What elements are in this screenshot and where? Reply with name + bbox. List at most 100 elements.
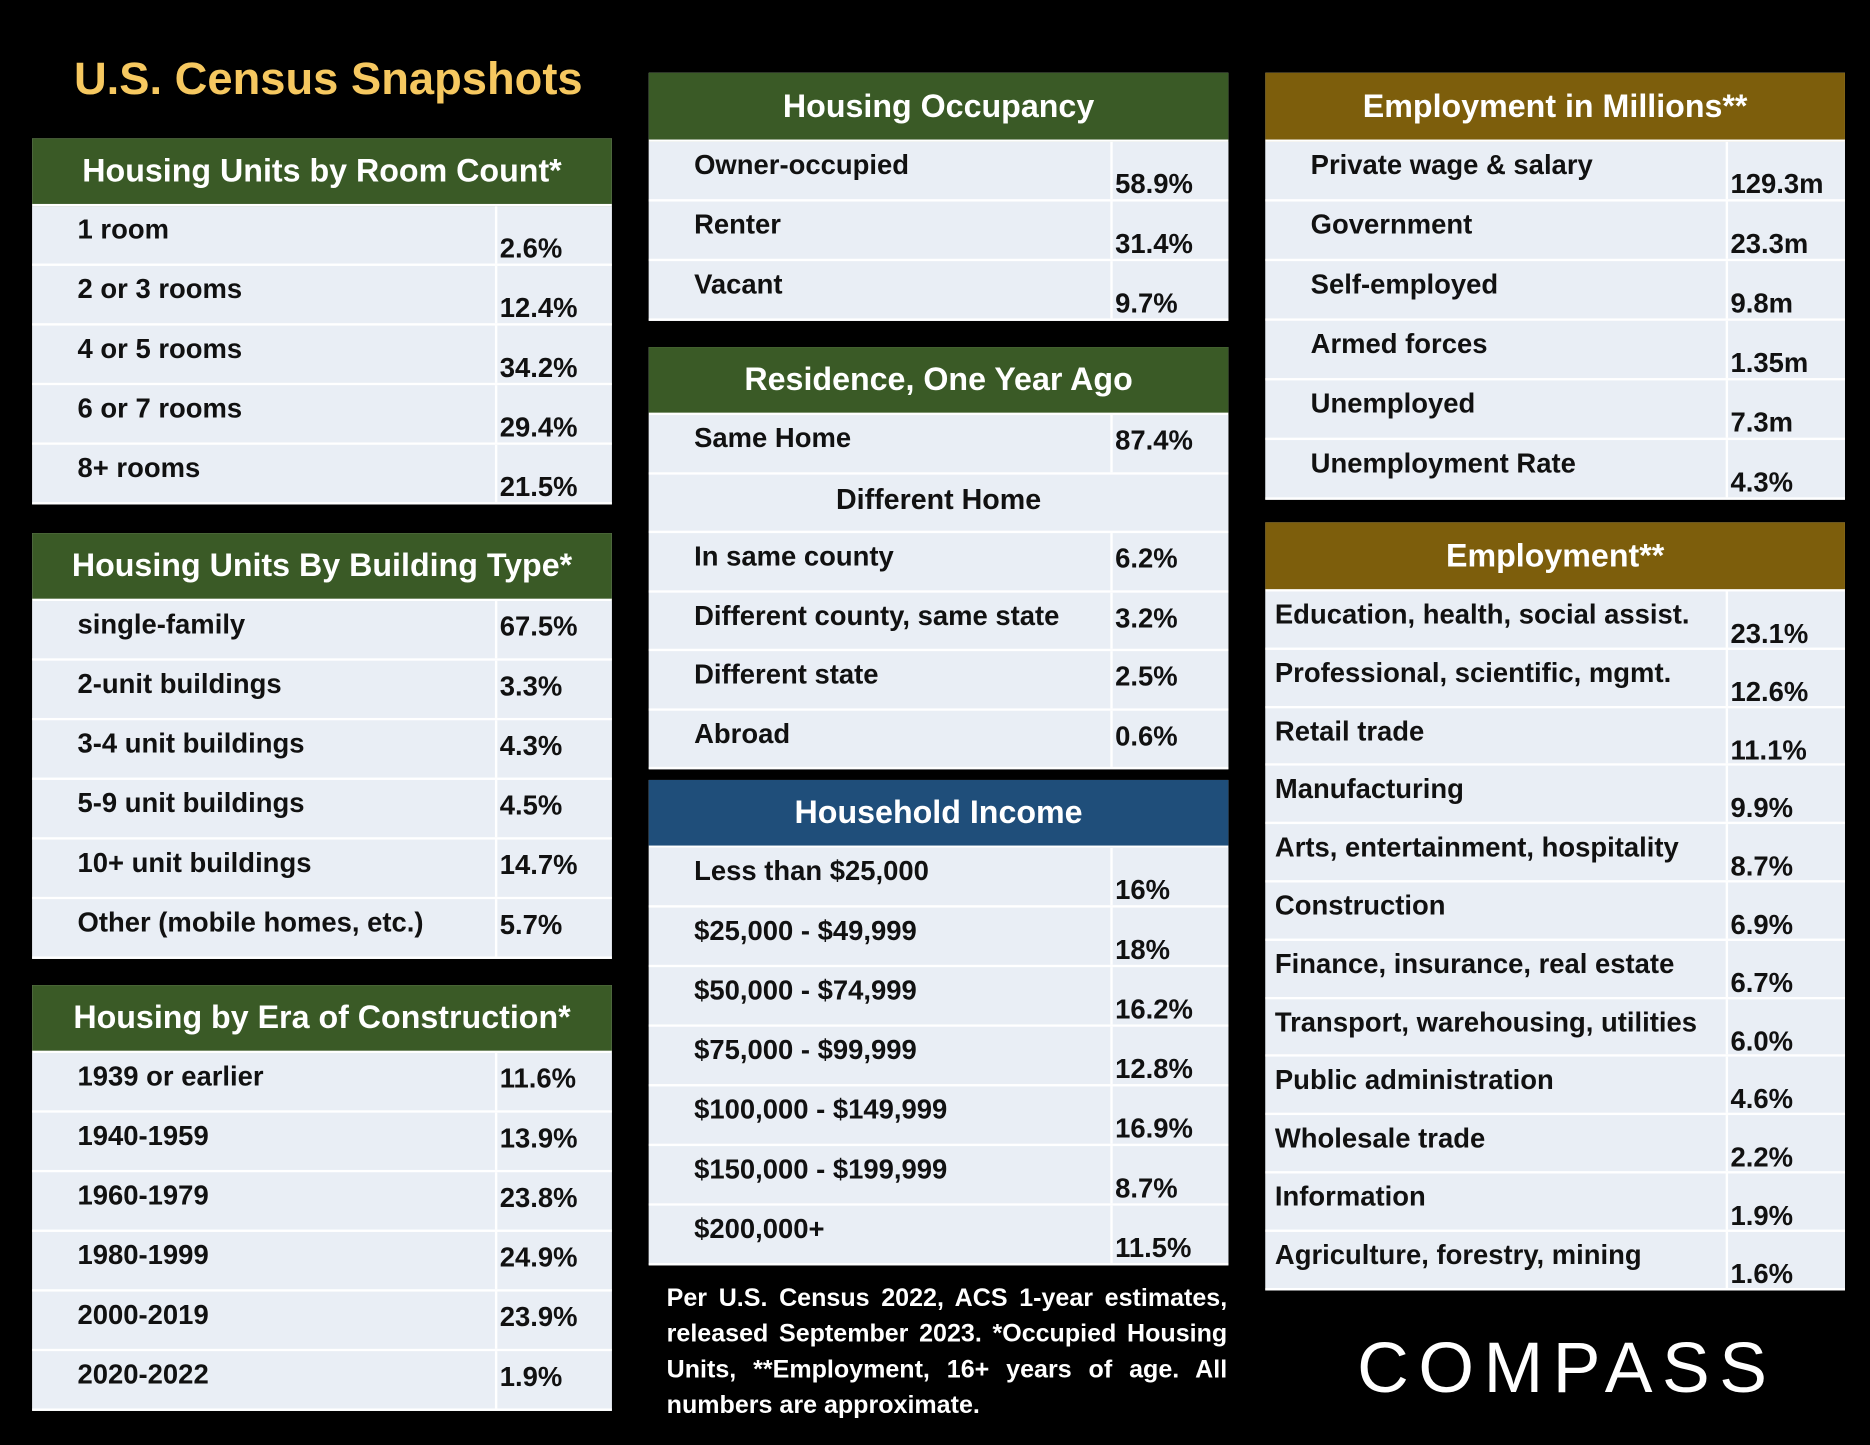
row-label: 1960-1979 bbox=[77, 1179, 209, 1211]
row-label: Public administration bbox=[1274, 1064, 1554, 1096]
logo: COMPASS bbox=[1357, 1327, 1777, 1408]
row-label: 8+ rooms bbox=[77, 451, 201, 484]
table-row: 1980-1999 24.9% bbox=[32, 1231, 612, 1292]
table-row: Wholesale trade 2.2% bbox=[1265, 1115, 1845, 1174]
table-row: 2-unit buildings 3.3% bbox=[32, 660, 612, 721]
row-label: Renter bbox=[694, 208, 781, 240]
row-value: 1.6% bbox=[1725, 1231, 1793, 1289]
row-value: 6.7% bbox=[1725, 940, 1793, 998]
table-row: Abroad 0.6% bbox=[648, 710, 1229, 770]
row-label: Unemployed bbox=[1310, 387, 1476, 419]
row-value: 23.1% bbox=[1725, 591, 1808, 649]
row-label: Different county, same state bbox=[694, 599, 1060, 631]
row-value: 31.4% bbox=[1110, 201, 1193, 259]
row-value: 9.9% bbox=[1725, 766, 1793, 823]
row-label: $100,000 - $149,999 bbox=[694, 1093, 948, 1125]
row-label: 2020-2022 bbox=[77, 1358, 209, 1390]
row-label: $200,000+ bbox=[694, 1212, 825, 1244]
row-label: Retail trade bbox=[1274, 715, 1425, 747]
row-label: 2 or 3 rooms bbox=[77, 273, 243, 305]
row-value: 4.5% bbox=[494, 779, 562, 838]
table-row: $50,000 - $74,999 16.2% bbox=[648, 967, 1229, 1027]
table-row: 1940-1959 13.9% bbox=[32, 1112, 612, 1173]
row-label: 1 room bbox=[77, 213, 169, 245]
row-value: 18% bbox=[1110, 907, 1170, 965]
row-value: 16.2% bbox=[1110, 967, 1193, 1025]
row-value: 11.5% bbox=[1110, 1205, 1191, 1263]
table: Housing Units by Room Count* 1 room 2.6% 2 … bbox=[32, 138, 612, 505]
table: Employment in Millions** Private wage & s… bbox=[1265, 72, 1845, 500]
row-value: 16.9% bbox=[1110, 1086, 1193, 1144]
row-value: 13.9% bbox=[494, 1112, 577, 1170]
row-label: Wholesale trade bbox=[1274, 1122, 1486, 1154]
row-value: 21.5% bbox=[494, 444, 577, 503]
row-label: Armed forces bbox=[1310, 327, 1488, 359]
table: Household Income Less than $25,000 16% $25,… bbox=[648, 779, 1229, 1266]
row-value: 11.1% bbox=[1725, 707, 1807, 765]
table-row: $75,000 - $99,999 12.8% bbox=[648, 1026, 1229, 1087]
row-label: $75,000 - $99,999 bbox=[694, 1033, 917, 1065]
row-value: 4.3% bbox=[494, 720, 562, 778]
table-row: Education, health, social assist. 23.1% bbox=[1265, 591, 1845, 650]
row-label: Transport, warehousing, utilities bbox=[1274, 1006, 1698, 1038]
row-value: 1.9% bbox=[1725, 1173, 1793, 1231]
table-header: Employment** bbox=[1265, 522, 1845, 592]
table-header: Housing by Era of Construction* bbox=[32, 985, 612, 1054]
table: Housing Occupancy Owner-occupied 58.9% Rent… bbox=[648, 72, 1229, 321]
row-value: 87.4% bbox=[1110, 415, 1193, 472]
table-row: Other (mobile homes, etc.) 5.7% bbox=[32, 899, 612, 959]
row-label: Professional, scientific, mgmt. bbox=[1274, 656, 1672, 688]
table-row: Same Home 87.4% bbox=[648, 415, 1229, 475]
row-label: Finance, insurance, real estate bbox=[1274, 947, 1675, 979]
row-value: 9.8m bbox=[1725, 261, 1793, 319]
table-row: 1960-1979 23.8% bbox=[32, 1172, 612, 1232]
table-row: Less than $25,000 16% bbox=[648, 847, 1229, 908]
subheader: Different Home bbox=[835, 483, 1042, 516]
row-label: $25,000 - $49,999 bbox=[694, 914, 917, 946]
table-row: $25,000 - $49,999 18% bbox=[648, 907, 1229, 968]
row-value: 12.6% bbox=[1725, 649, 1808, 707]
row-label: Owner-occupied bbox=[694, 149, 910, 181]
row-value: 58.9% bbox=[1110, 141, 1193, 200]
row-label: Agriculture, forestry, mining bbox=[1274, 1238, 1642, 1270]
row-value: 2.2% bbox=[1725, 1115, 1793, 1173]
table-row: Arts, entertainment, hospitality 8.7% bbox=[1265, 824, 1845, 883]
table-row: Self-employed 9.8m bbox=[1265, 261, 1845, 321]
table-row: 2000-2019 23.9% bbox=[32, 1291, 612, 1352]
row-label: Different state bbox=[694, 658, 879, 690]
table-row: Professional, scientific, mgmt. 12.6% bbox=[1265, 649, 1845, 708]
row-value: 23.8% bbox=[494, 1172, 577, 1230]
table-row: single-family 67.5% bbox=[32, 601, 612, 661]
table-header: Household Income bbox=[648, 779, 1229, 848]
row-label: 10+ unit buildings bbox=[77, 846, 312, 878]
table: Employment** Education, health, social as… bbox=[1265, 522, 1845, 1290]
table-row: 1939 or earlier 11.6% bbox=[32, 1053, 612, 1113]
table-row: Transport, warehousing, utilities 6.0% bbox=[1265, 998, 1845, 1058]
table: Housing by Era of Construction* 1939 or e… bbox=[32, 985, 612, 1411]
row-value: 3.3% bbox=[494, 660, 562, 718]
row-label: 1980-1999 bbox=[77, 1239, 209, 1271]
row-value: 5.7% bbox=[494, 899, 562, 957]
row-value: 7.3m bbox=[1725, 380, 1793, 438]
table-row: 1 room 2.6% bbox=[32, 206, 612, 266]
page-title: U.S. Census Snapshots bbox=[73, 54, 583, 105]
row-label: Other (mobile homes, etc.) bbox=[77, 906, 424, 938]
table-row: Different Home bbox=[648, 474, 1229, 534]
row-label: 2-unit buildings bbox=[77, 667, 282, 699]
row-label: In same county bbox=[694, 540, 894, 572]
table-row: 5-9 unit buildings 4.5% bbox=[32, 779, 612, 840]
row-value: 3.2% bbox=[1110, 592, 1178, 649]
table-row: Unemployment Rate 4.3% bbox=[1265, 440, 1845, 500]
table-row: Finance, insurance, real estate 6.7% bbox=[1265, 940, 1845, 999]
row-label: 2000-2019 bbox=[77, 1298, 209, 1330]
table-row: Public administration 4.6% bbox=[1265, 1057, 1845, 1116]
table-row: 8+ rooms 21.5% bbox=[32, 444, 612, 505]
table-row: Construction 6.9% bbox=[1265, 882, 1845, 941]
table-row: Unemployed 7.3m bbox=[1265, 380, 1845, 441]
table: Residence, One Year Ago Same Home 87.4% Dif… bbox=[648, 347, 1229, 770]
table-row: In same county 6.2% bbox=[648, 533, 1229, 593]
row-label: Information bbox=[1274, 1180, 1426, 1212]
table: Housing Units By Building Type* single-fa… bbox=[32, 533, 612, 959]
row-value: 67.5% bbox=[494, 601, 577, 659]
row-label: 1940-1959 bbox=[77, 1119, 209, 1151]
